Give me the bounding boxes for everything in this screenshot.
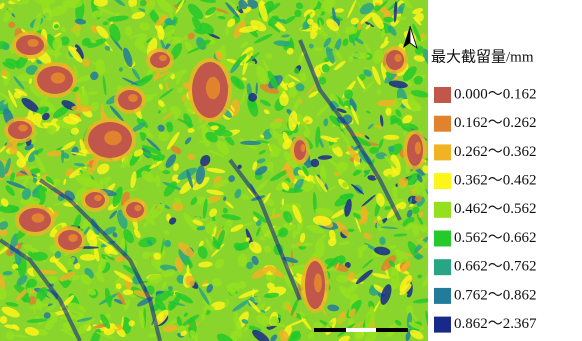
low-cluster-inner <box>128 94 138 102</box>
low-cluster-inner <box>32 213 45 223</box>
legend-label: 0.162～0.262 <box>454 115 537 131</box>
low-cluster-inner <box>51 72 65 83</box>
low-cluster-inner <box>415 142 421 155</box>
legend-swatch <box>434 173 451 189</box>
legend-label: 0.000～0.162 <box>454 86 537 102</box>
scale-bar <box>314 328 408 332</box>
figure: 最大截留量/mm 0.000～0.162 0.162～0.262 0.262～0.3… <box>0 0 582 341</box>
legend-swatch <box>434 317 451 333</box>
legend-label: 0.662～0.762 <box>454 259 537 275</box>
terrain-patch <box>398 178 408 187</box>
low-cluster-inner <box>68 234 78 242</box>
scale-segment <box>314 328 346 332</box>
terrain-patch <box>294 175 306 179</box>
map-figure: 最大截留量/mm 0.000～0.162 0.162～0.262 0.262～0.3… <box>0 0 582 341</box>
legend-swatch <box>434 288 451 304</box>
low-cluster-inner <box>134 205 141 211</box>
low-cluster-inner <box>94 195 102 201</box>
terrain-patch <box>198 141 208 143</box>
legend-swatch <box>434 259 451 275</box>
low-cluster-inner <box>206 77 220 99</box>
low-cluster-inner <box>301 144 306 152</box>
legend-label: 0.462～0.562 <box>454 201 537 217</box>
low-cluster-inner <box>394 54 401 62</box>
legend-swatch <box>434 202 451 218</box>
legend-label: 0.762～0.862 <box>454 287 537 303</box>
low-cluster-inner <box>104 131 122 145</box>
low-cluster-inner <box>159 55 167 61</box>
legend-swatch <box>434 144 451 160</box>
legend-swatch <box>434 231 451 247</box>
legend-label: 0.862～2.367 <box>454 316 537 332</box>
low-cluster-inner <box>27 39 38 47</box>
legend-title: 最大截留量/mm <box>431 48 534 65</box>
legend-label: 0.262～0.362 <box>454 144 537 160</box>
legend: 0.000～0.162 0.162～0.262 0.262～0.362 0.362～0… <box>434 86 537 332</box>
legend-swatch <box>434 87 451 103</box>
low-cluster-inner <box>314 273 322 292</box>
terrain-patch <box>80 254 97 261</box>
low-cluster <box>126 202 144 218</box>
legend-label: 0.562～0.662 <box>454 230 537 246</box>
legend-swatch <box>434 116 451 132</box>
legend-label: 0.362～0.462 <box>454 173 537 189</box>
scale-segment <box>376 328 408 332</box>
low-cluster-inner <box>18 124 28 131</box>
map <box>0 0 435 341</box>
scale-segment <box>346 328 376 332</box>
